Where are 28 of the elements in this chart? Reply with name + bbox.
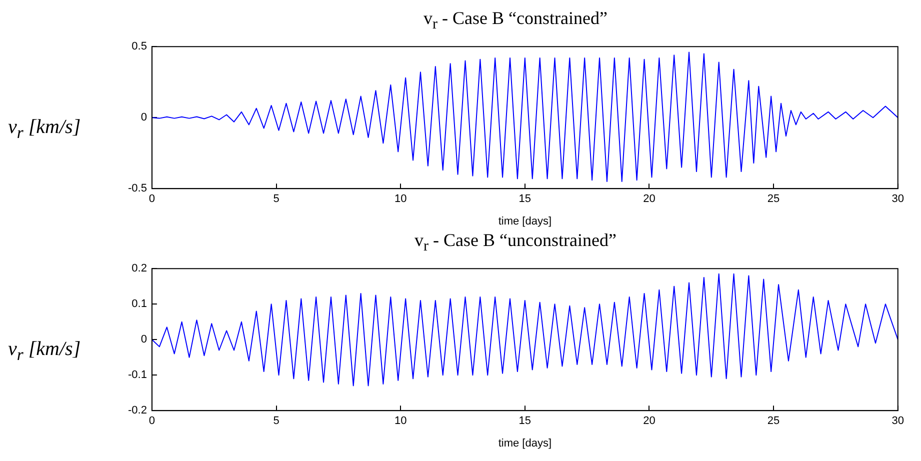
chart-title: v$_{r}$ - Case B “constrained” bbox=[422, 8, 608, 33]
x-tick-label: 20 bbox=[643, 193, 656, 206]
x-tick-label: 30 bbox=[892, 193, 904, 206]
x-tick-label: 25 bbox=[767, 415, 780, 428]
x-axis-title: time [days] bbox=[498, 437, 552, 450]
y-tick-label: 0.2 bbox=[132, 262, 147, 275]
y-tick-label: 0 bbox=[140, 334, 147, 346]
x-tick-label: 25 bbox=[767, 193, 780, 206]
y-axis-title: v$_{r}$ [km/s] bbox=[8, 116, 82, 142]
x-tick-label: 20 bbox=[643, 415, 656, 428]
y-tick-label: -0.5 bbox=[128, 182, 147, 195]
x-tick-label: 10 bbox=[394, 415, 407, 428]
y-tick-label: 0.1 bbox=[132, 298, 147, 310]
x-tick-label: 15 bbox=[518, 193, 532, 206]
y-tick-label: -0.1 bbox=[128, 369, 147, 382]
x-tick-label: 30 bbox=[892, 415, 904, 428]
chart-title: v$_{r}$ - Case B “unconstrained” bbox=[414, 230, 618, 255]
y-tick-label: -0.2 bbox=[128, 404, 147, 417]
y-tick-label: 0.5 bbox=[132, 40, 147, 53]
x-tick-label: 0 bbox=[148, 415, 156, 428]
y-axis-title: v$_{r}$ [km/s] bbox=[8, 338, 82, 364]
x-axis-title: time [days] bbox=[498, 215, 552, 228]
x-tick-label: 10 bbox=[394, 193, 407, 206]
x-tick-label: 5 bbox=[273, 415, 280, 428]
y-tick-label: 0 bbox=[140, 112, 147, 124]
x-tick-label: 15 bbox=[518, 415, 532, 428]
x-tick-label: 5 bbox=[273, 193, 280, 206]
x-tick-label: 0 bbox=[148, 193, 156, 206]
